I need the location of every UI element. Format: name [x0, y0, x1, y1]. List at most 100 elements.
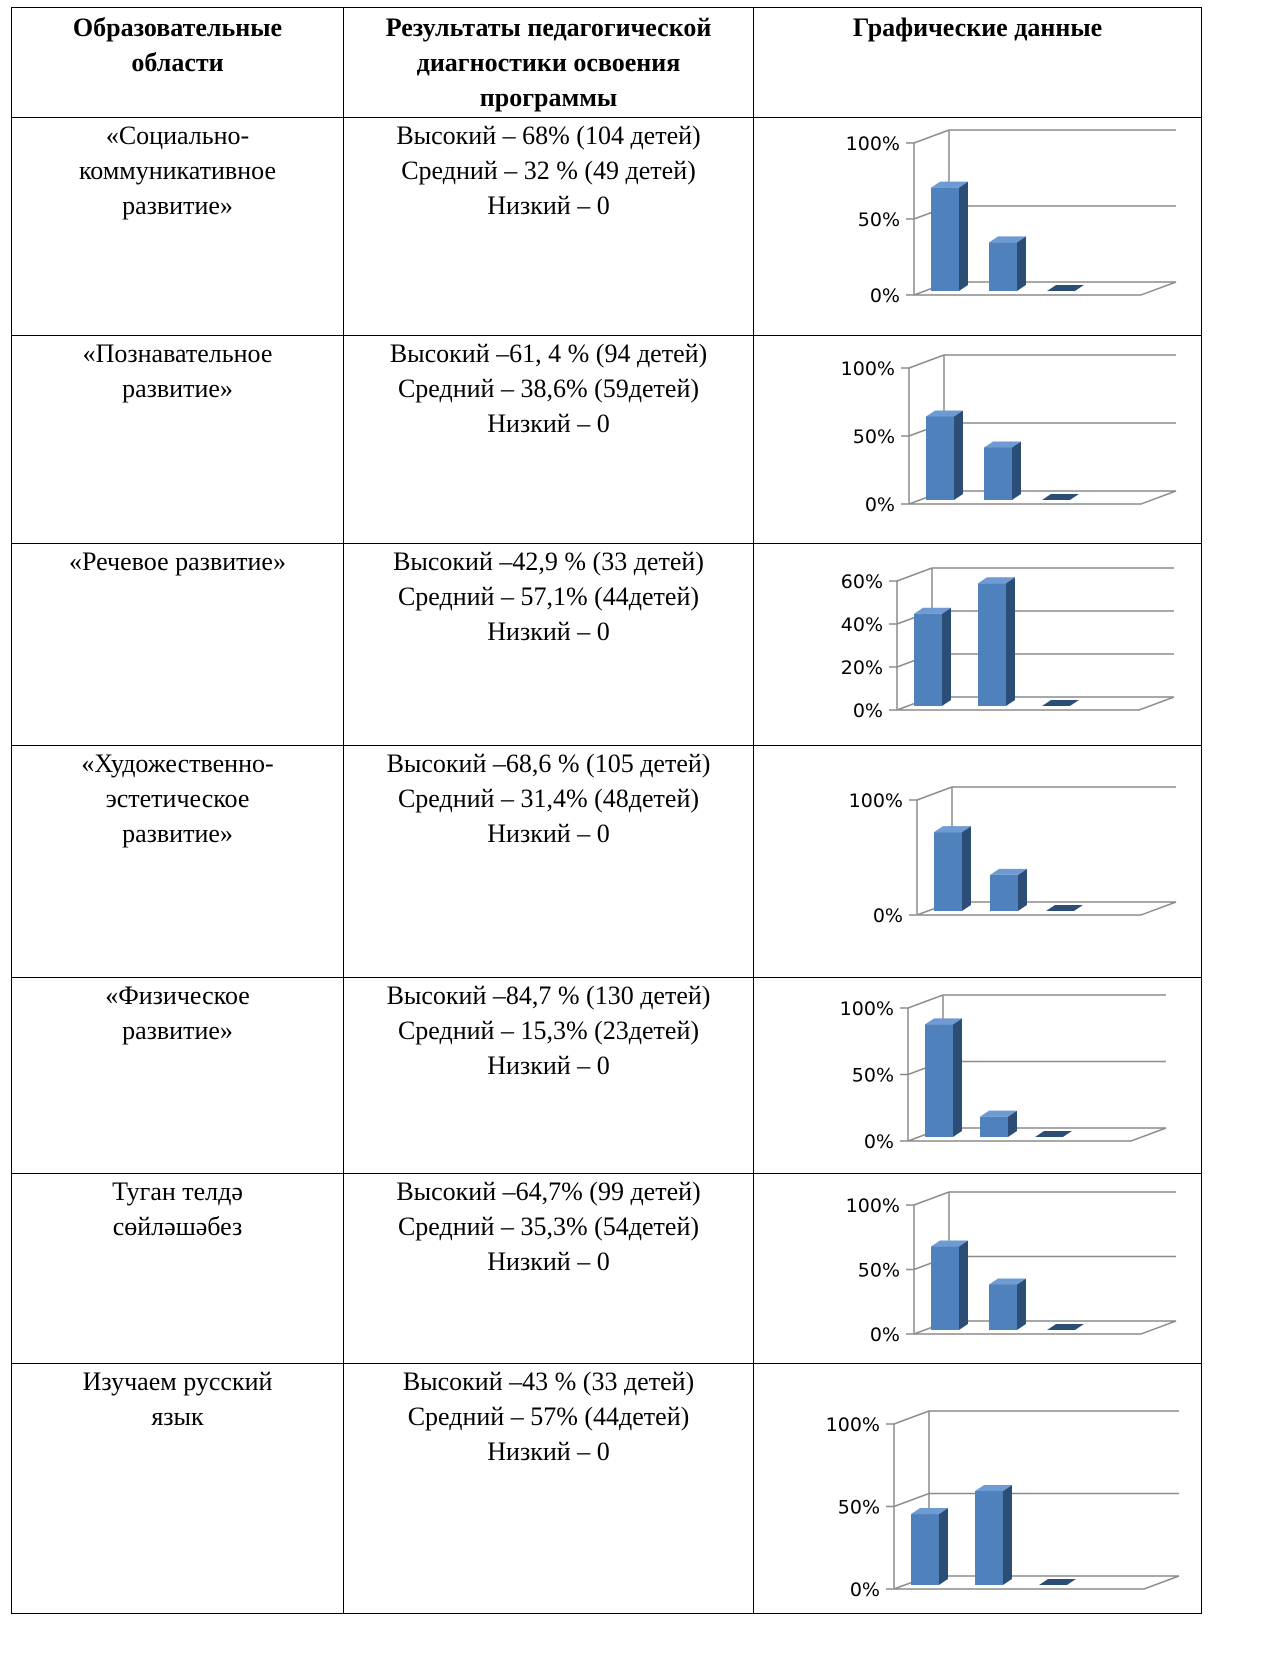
area-cell: «Познавательное развитие»: [11, 335, 344, 544]
area-line: развитие»: [122, 1016, 233, 1045]
tick-label: 0%: [864, 1131, 894, 1153]
bar-side: [959, 1240, 968, 1330]
area-line: Изучаем русский: [82, 1367, 273, 1396]
bar: [1039, 1579, 1076, 1585]
bar-side: [1017, 1278, 1026, 1330]
area-line: «Социально-: [105, 121, 250, 150]
bar-side: [1003, 1484, 1012, 1585]
bar: [984, 441, 1021, 500]
area-line: развитие»: [122, 374, 233, 403]
bar: [975, 1484, 1012, 1585]
bar: [1035, 1131, 1072, 1137]
bar-front: [931, 1246, 959, 1330]
bar-chart: 0% 20% 40% 60%: [841, 567, 1175, 722]
results-cell: Высокий –68,6 % (105 детей) Средний – 31,…: [343, 745, 754, 978]
chart-cell: 0% 20% 40% 60%: [753, 543, 1202, 746]
bar: [934, 826, 971, 911]
tick-label: 100%: [849, 790, 903, 812]
bar-chart: 0% 50% 100%: [840, 994, 1167, 1153]
bar-side: [954, 410, 963, 500]
bar-side: [1017, 236, 1026, 291]
tick-label: 40%: [841, 614, 883, 636]
bar-chart: 0% 50% 100%: [846, 1191, 1177, 1346]
bar-chart: 0% 100%: [849, 786, 1177, 927]
bar-top: [975, 1484, 1012, 1491]
gridline-side: [907, 994, 944, 1009]
gridline-side: [908, 354, 945, 369]
bar: [914, 607, 951, 706]
bar-front: [978, 583, 1006, 706]
bar-top: [989, 236, 1026, 243]
result-low: Низкий – 0: [487, 409, 610, 438]
result-high: Высокий –61, 4 % (94 детей): [389, 339, 708, 368]
tick-label: 0%: [853, 700, 883, 722]
area-cell: «Речевое развитие»: [11, 543, 344, 746]
bar-front: [931, 187, 959, 291]
bar: [989, 236, 1026, 291]
bar-side: [1018, 868, 1027, 911]
tick-label: 50%: [852, 1065, 894, 1087]
area-line: развитие»: [122, 819, 233, 848]
bar-chart: 0% 50% 100%: [846, 129, 1177, 307]
table-row: «Социально-коммуникативное развитие» Высо…: [11, 117, 1202, 336]
gridline-side: [893, 1410, 930, 1425]
area-line: Туган телдә: [112, 1177, 243, 1206]
bar-zero: [1046, 905, 1083, 911]
bar: [911, 1508, 948, 1585]
result-low: Низкий – 0: [487, 1051, 610, 1080]
bar-top: [980, 1110, 1017, 1117]
tick-label: 0%: [850, 1579, 880, 1601]
area-line: «Познавательное: [82, 339, 273, 368]
chart-cell: 0% 50% 100%: [753, 117, 1202, 336]
area-cell: Туган телдә сөйләшәбез: [11, 1173, 344, 1364]
results-cell: Высокий –64,7% (99 детей) Средний – 35,3%…: [343, 1173, 754, 1364]
tick-label: 100%: [846, 133, 900, 155]
tick-label: 0%: [873, 905, 903, 927]
tick-label: 0%: [870, 285, 900, 307]
area-line: «Речевое развитие»: [69, 547, 286, 576]
header-area: Образовательные области: [11, 7, 344, 118]
results-cell: Высокий –84,7 % (130 детей) Средний – 15,…: [343, 977, 754, 1174]
result-high: Высокий –42,9 % (33 детей): [393, 547, 704, 576]
tick-label: 50%: [838, 1497, 880, 1519]
bar-top: [926, 410, 963, 417]
gridline-side: [913, 129, 950, 144]
gridline-side: [913, 1191, 950, 1206]
bar: [980, 1110, 1017, 1137]
area-line: развитие»: [122, 191, 233, 220]
chart-cell: 0% 50% 100%: [753, 1363, 1202, 1614]
bar-front: [911, 1514, 939, 1585]
bar: [989, 1278, 1026, 1330]
bar-side: [953, 1018, 962, 1137]
area-cell: «Физическое развитие»: [11, 977, 344, 1174]
result-low: Низкий – 0: [487, 617, 610, 646]
result-low: Низкий – 0: [487, 191, 610, 220]
bar-side: [959, 181, 968, 291]
bar-front: [914, 613, 942, 706]
result-mid: Средний – 31,4% (48детей): [397, 784, 700, 813]
bar-top: [931, 1240, 968, 1247]
bar-zero: [1042, 494, 1079, 500]
bar-top: [911, 1508, 948, 1515]
tick-label: 50%: [858, 209, 900, 231]
chart-cell: 0% 50% 100%: [753, 1173, 1202, 1364]
result-mid: Средний – 32 % (49 детей): [401, 156, 696, 185]
area-line: «Художественно-: [81, 749, 274, 778]
table-row: «Физическое развитие» Высокий –84,7 % (13…: [11, 977, 1202, 1174]
bar-chart: 0% 50% 100%: [841, 354, 1177, 516]
result-high: Высокий –64,7% (99 детей): [396, 1177, 701, 1206]
result-mid: Средний – 57,1% (44детей): [397, 582, 700, 611]
result-mid: Средний – 15,3% (23детей): [397, 1016, 700, 1045]
result-low: Низкий – 0: [487, 1437, 610, 1466]
bar-front: [925, 1024, 953, 1137]
header-row: Образовательные области Результаты педаг…: [11, 7, 1202, 118]
table-row: «Художественно-эстетическое развитие» Выс…: [11, 745, 1202, 978]
bar: [925, 1018, 962, 1137]
bar-side: [962, 826, 971, 911]
bar-side: [1012, 441, 1021, 500]
area-line: сөйләшәбез: [112, 1212, 243, 1241]
tick-label: 100%: [826, 1414, 880, 1436]
area-line: язык: [151, 1402, 204, 1431]
area-cell: Изучаем русский язык: [11, 1363, 344, 1614]
bar-front: [989, 1284, 1017, 1330]
